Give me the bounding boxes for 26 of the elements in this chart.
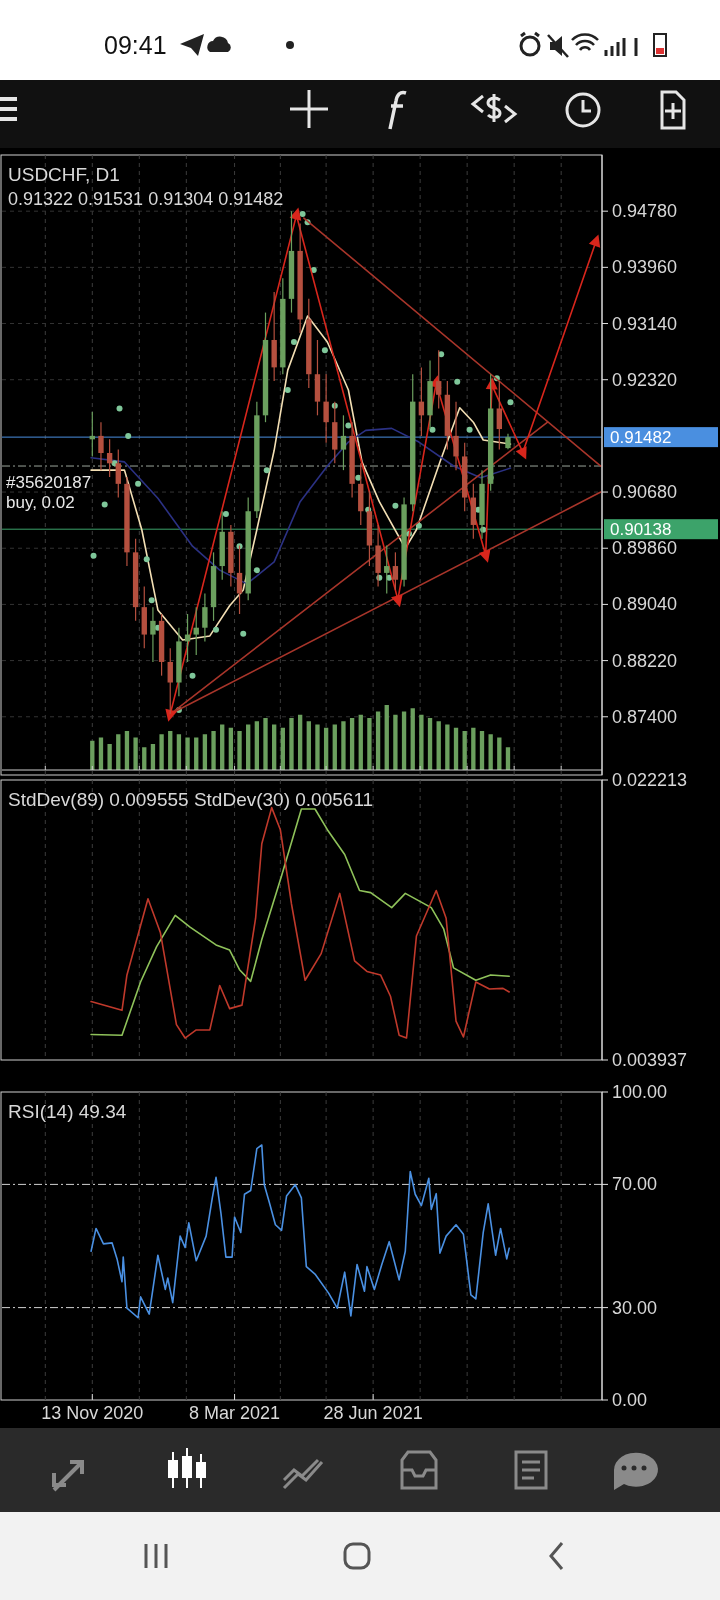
y-tick-label: 0.94780 [612,201,678,222]
y-tick-label: 100.00 [612,1082,668,1102]
y-tick-label: 0.90680 [612,482,678,503]
y-tick-label: 0.87400 [612,706,678,727]
y-tick-label: 0.003937 [612,1050,688,1070]
text: USDCHF, D1 [8,164,120,185]
y-tick-label: 0.00 [612,1390,648,1410]
y-tick-label: 70.00 [612,1174,658,1195]
text: RSI(14) 49.34 [8,1101,127,1122]
x-tick-label: 28 Jun 2021 [323,1403,423,1423]
x-tick-label: 13 Nov 2020 [41,1403,144,1423]
y-tick-label: 0.89860 [612,538,678,559]
y-tick-label: 0.93960 [612,257,678,278]
y-tick-label: 0.88220 [612,650,678,671]
text: 09:41 [104,31,167,59]
y-tick-label: 0.93140 [612,313,678,334]
ref-line-label: #35620187 buy, 0.02 [6,473,92,513]
ref-line-label: 0.91482 [610,427,672,447]
x-tick-label: 8 Mar 2021 [189,1403,281,1423]
y-tick-label: 0.022213 [612,770,688,790]
ref-line-label: 0.90138 [610,519,672,539]
text: 0.91322 0.91531 0.91304 0.91482 [8,189,284,209]
y-tick-label: 30.00 [612,1297,658,1318]
y-tick-label: 0.92320 [612,369,678,390]
y-tick-label: 0.89040 [612,594,678,615]
text: StdDev(89) 0.009555 StdDev(30) 0.005611 [8,789,374,810]
